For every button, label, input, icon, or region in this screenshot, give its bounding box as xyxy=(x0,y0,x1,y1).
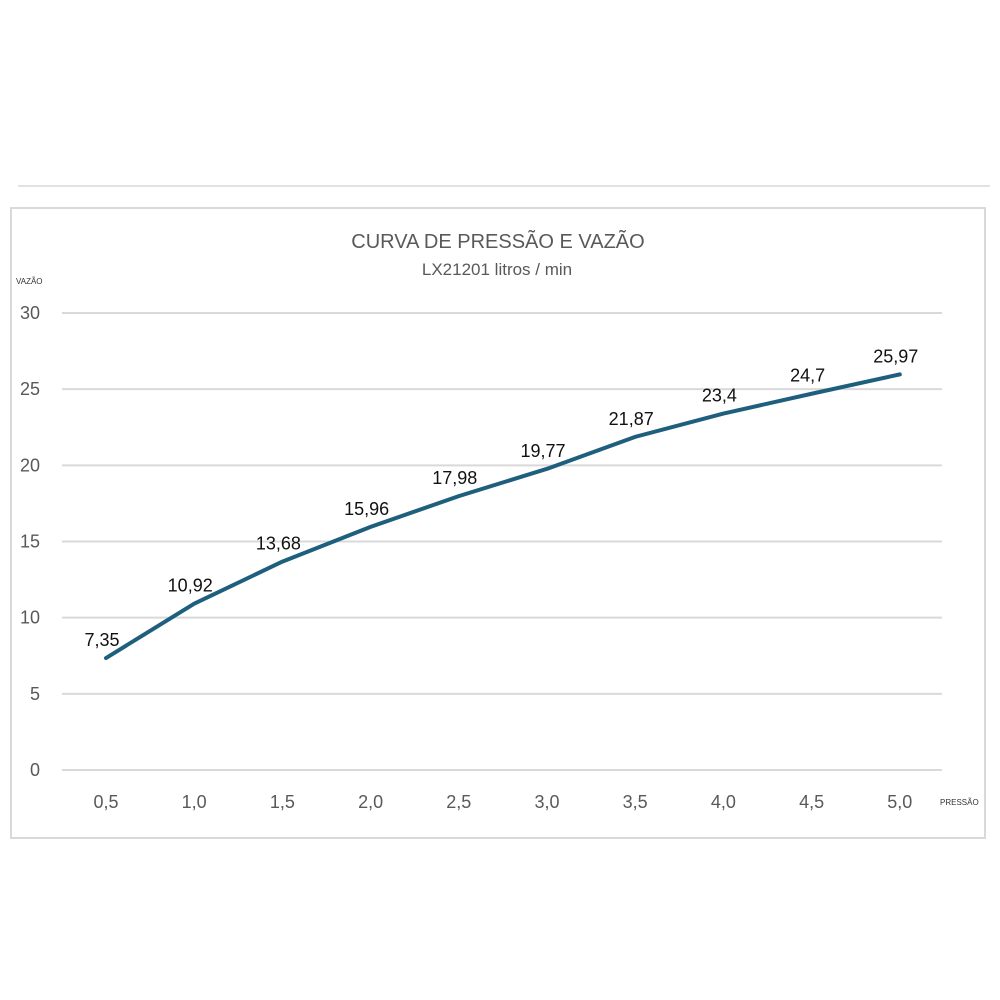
series-line xyxy=(104,372,902,661)
data-label: 25,97 xyxy=(873,346,918,366)
data-label: 10,92 xyxy=(168,576,213,596)
x-tick-label: 4,0 xyxy=(711,792,736,812)
y-tick-label: 10 xyxy=(20,608,40,628)
x-tick-label: 3,5 xyxy=(623,792,648,812)
data-label: 7,35 xyxy=(84,630,119,650)
y-tick-label: 20 xyxy=(20,455,40,475)
x-tick-label: 3,0 xyxy=(534,792,559,812)
x-tick-label: 0,5 xyxy=(93,792,118,812)
x-tick-label: 2,5 xyxy=(446,792,471,812)
data-label: 24,7 xyxy=(790,366,825,386)
data-label: 13,68 xyxy=(256,534,301,554)
chart-title: CURVA DE PRESSÃO E VAZÃO xyxy=(351,229,644,253)
x-tick-label: 4,5 xyxy=(799,792,824,812)
y-axis-label: VAZÃO xyxy=(16,277,43,286)
data-label: 15,96 xyxy=(344,499,389,519)
data-label: 21,87 xyxy=(609,409,654,429)
data-label: 19,77 xyxy=(520,441,565,461)
x-axis-label: PRESSÃO xyxy=(940,798,979,807)
y-tick-label: 30 xyxy=(20,303,40,323)
x-tick-label: 1,5 xyxy=(270,792,295,812)
data-label: 17,98 xyxy=(432,468,477,488)
x-tick-label: 2,0 xyxy=(358,792,383,812)
y-tick-label: 15 xyxy=(20,532,40,552)
x-tick-label: 5,0 xyxy=(887,792,912,812)
y-tick-label: 5 xyxy=(30,684,40,704)
x-tick-label: 1,0 xyxy=(182,792,207,812)
chart-subtitle: LX21201 litros / min xyxy=(422,260,572,279)
y-tick-label: 25 xyxy=(20,379,40,399)
top-divider xyxy=(18,185,990,187)
y-tick-label: 0 xyxy=(30,760,40,780)
data-label: 23,4 xyxy=(702,386,737,406)
